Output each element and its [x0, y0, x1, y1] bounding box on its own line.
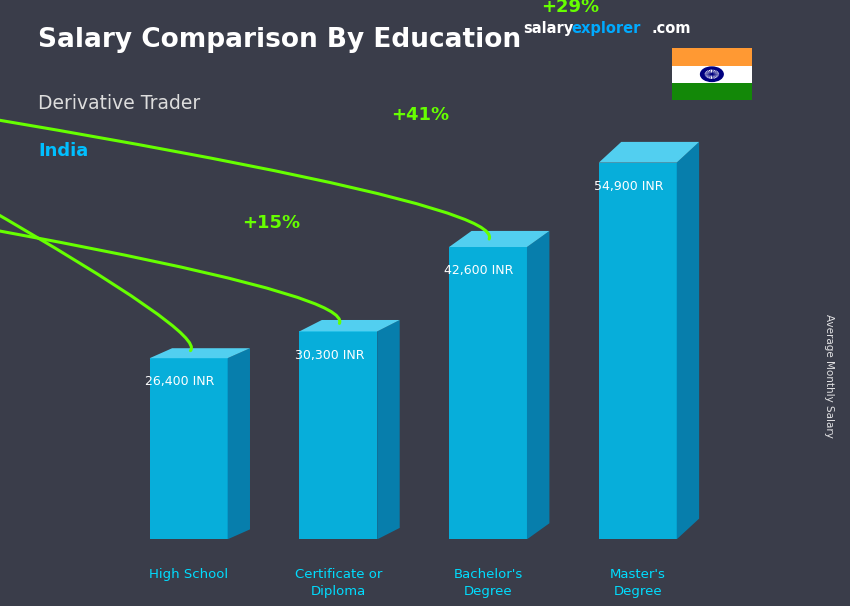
- Text: Average Monthly Salary: Average Monthly Salary: [824, 314, 834, 438]
- Text: Salary Comparison By Education: Salary Comparison By Education: [38, 27, 521, 53]
- Polygon shape: [150, 358, 228, 539]
- Text: 42,600 INR: 42,600 INR: [445, 264, 513, 277]
- Polygon shape: [449, 231, 549, 247]
- Text: Derivative Trader: Derivative Trader: [38, 94, 201, 113]
- Polygon shape: [299, 331, 377, 539]
- Polygon shape: [598, 142, 699, 162]
- Bar: [672, 83, 752, 100]
- Text: explorer: explorer: [571, 21, 641, 36]
- Polygon shape: [677, 142, 699, 539]
- Text: +15%: +15%: [242, 214, 300, 232]
- Circle shape: [700, 67, 723, 81]
- Text: 26,400 INR: 26,400 INR: [144, 375, 214, 388]
- Polygon shape: [527, 231, 549, 539]
- Text: Bachelor's
Degree: Bachelor's Degree: [453, 568, 523, 598]
- Text: 30,300 INR: 30,300 INR: [295, 348, 364, 362]
- Polygon shape: [299, 320, 400, 331]
- Text: High School: High School: [149, 568, 228, 581]
- Polygon shape: [150, 348, 250, 358]
- Text: Master's
Degree: Master's Degree: [609, 568, 666, 598]
- Bar: [672, 48, 752, 65]
- Text: .com: .com: [651, 21, 690, 36]
- Polygon shape: [228, 348, 250, 539]
- Text: Certificate or
Diploma: Certificate or Diploma: [295, 568, 382, 598]
- Polygon shape: [598, 162, 677, 539]
- Polygon shape: [377, 320, 399, 539]
- Text: +41%: +41%: [392, 106, 450, 124]
- Circle shape: [705, 70, 719, 79]
- Polygon shape: [449, 247, 527, 539]
- Bar: [672, 65, 752, 83]
- Text: 54,900 INR: 54,900 INR: [594, 180, 664, 193]
- Text: +29%: +29%: [541, 0, 599, 16]
- Text: India: India: [38, 142, 88, 161]
- Text: salary: salary: [523, 21, 573, 36]
